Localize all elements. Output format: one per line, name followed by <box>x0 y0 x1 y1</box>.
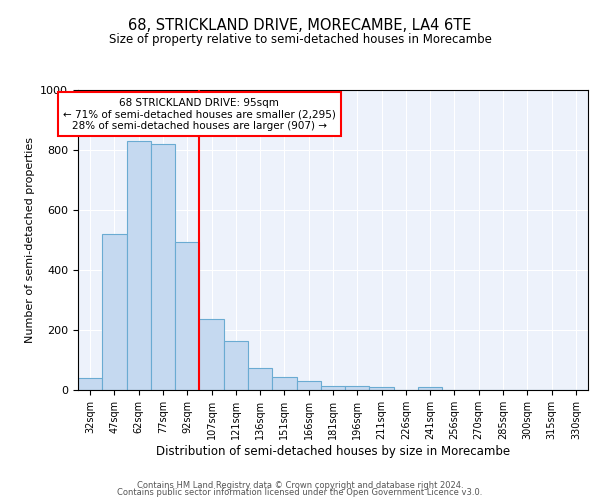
Bar <box>321 386 345 390</box>
Y-axis label: Number of semi-detached properties: Number of semi-detached properties <box>25 137 35 343</box>
Text: Contains public sector information licensed under the Open Government Licence v3: Contains public sector information licen… <box>118 488 482 497</box>
Text: 68, STRICKLAND DRIVE, MORECAMBE, LA4 6TE: 68, STRICKLAND DRIVE, MORECAMBE, LA4 6TE <box>128 18 472 32</box>
Bar <box>127 141 151 390</box>
Bar <box>370 387 394 390</box>
Bar <box>418 387 442 390</box>
Bar <box>272 376 296 390</box>
Bar <box>78 378 102 390</box>
Bar <box>102 234 127 390</box>
Bar <box>296 381 321 390</box>
Bar <box>175 242 199 390</box>
Text: Size of property relative to semi-detached houses in Morecambe: Size of property relative to semi-detach… <box>109 32 491 46</box>
Bar <box>345 386 370 390</box>
X-axis label: Distribution of semi-detached houses by size in Morecambe: Distribution of semi-detached houses by … <box>156 444 510 458</box>
Text: 68 STRICKLAND DRIVE: 95sqm
← 71% of semi-detached houses are smaller (2,295)
28%: 68 STRICKLAND DRIVE: 95sqm ← 71% of semi… <box>63 98 336 130</box>
Bar <box>248 368 272 390</box>
Text: Contains HM Land Registry data © Crown copyright and database right 2024.: Contains HM Land Registry data © Crown c… <box>137 480 463 490</box>
Bar <box>151 144 175 390</box>
Bar <box>224 342 248 390</box>
Bar <box>199 318 224 390</box>
